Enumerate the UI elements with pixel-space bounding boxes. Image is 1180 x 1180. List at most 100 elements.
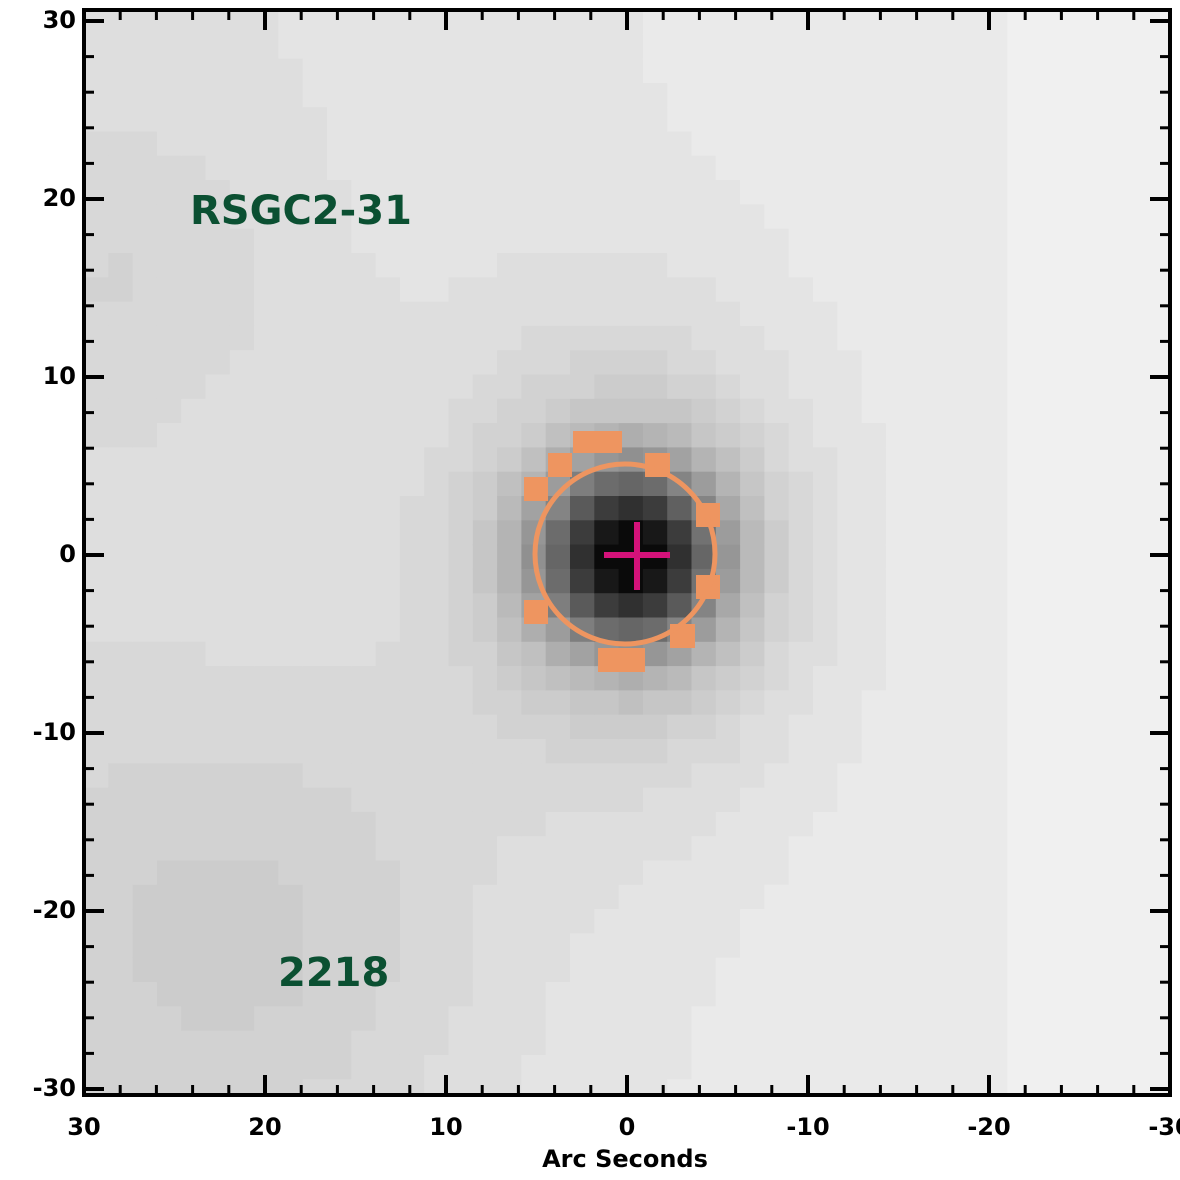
image-pixel bbox=[181, 836, 206, 861]
image-pixel bbox=[205, 933, 231, 959]
image-pixel bbox=[1031, 423, 1057, 448]
image-pixel bbox=[327, 763, 352, 789]
image-pixel bbox=[399, 593, 425, 618]
image-pixel bbox=[497, 496, 522, 521]
image-pixel bbox=[983, 739, 1008, 764]
image-pixel bbox=[910, 447, 935, 473]
image-pixel bbox=[642, 253, 668, 278]
image-pixel bbox=[1056, 423, 1081, 448]
image-pixel bbox=[642, 739, 668, 764]
image-pixel bbox=[229, 374, 255, 400]
image-pixel bbox=[1104, 593, 1130, 618]
image-pixel bbox=[861, 180, 887, 205]
image-pixel bbox=[764, 228, 790, 254]
image-pixel bbox=[497, 884, 522, 910]
image-pixel bbox=[424, 277, 449, 303]
image-pixel bbox=[205, 860, 231, 886]
image-pixel bbox=[813, 496, 838, 521]
image-pixel bbox=[1128, 471, 1154, 497]
image-pixel bbox=[861, 544, 887, 570]
image-pixel bbox=[958, 836, 984, 861]
image-pixel bbox=[885, 180, 911, 205]
image-pixel bbox=[594, 58, 620, 84]
image-pixel bbox=[108, 423, 134, 448]
image-pixel bbox=[205, 34, 231, 60]
image-pixel bbox=[910, 398, 935, 424]
image-pixel bbox=[715, 617, 741, 643]
image-pixel bbox=[715, 131, 741, 157]
image-pixel bbox=[229, 447, 255, 473]
image-pixel bbox=[958, 763, 984, 789]
image-pixel bbox=[594, 690, 620, 716]
image-pixel bbox=[813, 739, 838, 764]
image-pixel bbox=[545, 204, 571, 230]
image-pixel bbox=[1153, 447, 1170, 473]
image-pixel bbox=[351, 544, 377, 570]
image-pixel bbox=[740, 325, 765, 351]
image-pixel bbox=[667, 739, 692, 764]
image-pixel bbox=[958, 180, 984, 205]
image-pixel bbox=[278, 1054, 304, 1080]
image-pixel bbox=[837, 447, 863, 473]
image-pixel bbox=[84, 520, 109, 546]
image-pixel bbox=[667, 496, 692, 521]
image-pixel bbox=[570, 1030, 595, 1056]
image-pixel bbox=[327, 155, 352, 181]
image-pixel bbox=[813, 131, 838, 157]
image-pixel bbox=[837, 277, 863, 303]
image-pixel bbox=[618, 204, 644, 230]
image-pixel bbox=[885, 398, 911, 424]
image-pixel bbox=[472, 496, 498, 521]
image-pixel bbox=[399, 253, 425, 278]
image-pixel bbox=[764, 568, 790, 594]
image-pixel bbox=[861, 228, 887, 254]
image-pixel bbox=[691, 909, 717, 934]
image-pixel bbox=[667, 301, 692, 327]
image-pixel bbox=[642, 568, 668, 594]
image-pixel bbox=[521, 957, 547, 983]
image-pixel bbox=[667, 350, 692, 375]
image-pixel bbox=[1128, 933, 1154, 959]
image-pixel bbox=[375, 301, 401, 327]
image-pixel bbox=[108, 496, 134, 521]
image-pixel bbox=[983, 58, 1008, 84]
image-pixel bbox=[448, 1079, 474, 1095]
image-pixel bbox=[302, 1030, 328, 1056]
image-pixel bbox=[958, 496, 984, 521]
image-pixel bbox=[448, 1006, 474, 1032]
image-pixel bbox=[278, 957, 304, 983]
image-pixel bbox=[181, 58, 206, 84]
image-pixel bbox=[861, 520, 887, 546]
image-pixel bbox=[715, 180, 741, 205]
image-pixel bbox=[570, 1054, 595, 1080]
image-pixel bbox=[351, 1079, 377, 1095]
image-pixel bbox=[1104, 568, 1130, 594]
image-pixel bbox=[205, 398, 231, 424]
image-pixel bbox=[1007, 374, 1033, 400]
image-pixel bbox=[1056, 641, 1081, 667]
image-pixel bbox=[958, 1006, 984, 1032]
image-pixel bbox=[910, 204, 935, 230]
image-pixel bbox=[497, 641, 522, 667]
image-pixel bbox=[84, 690, 109, 716]
image-pixel bbox=[740, 1079, 765, 1095]
image-pixel bbox=[885, 520, 911, 546]
image-pixel bbox=[837, 471, 863, 497]
image-pixel bbox=[254, 253, 279, 278]
image-pixel bbox=[1007, 520, 1033, 546]
image-pixel bbox=[885, 933, 911, 959]
image-pixel bbox=[424, 860, 449, 886]
image-pixel bbox=[497, 690, 522, 716]
image-pixel bbox=[84, 666, 109, 691]
image-pixel bbox=[1080, 398, 1106, 424]
image-pixel bbox=[108, 593, 134, 618]
image-pixel bbox=[327, 58, 352, 84]
image-pixel bbox=[764, 1030, 790, 1056]
image-pixel bbox=[229, 423, 255, 448]
image-pixel bbox=[910, 10, 935, 35]
image-pixel bbox=[885, 909, 911, 934]
image-pixel bbox=[351, 107, 377, 132]
image-pixel bbox=[497, 447, 522, 473]
image-pixel bbox=[570, 301, 595, 327]
image-pixel bbox=[861, 811, 887, 837]
